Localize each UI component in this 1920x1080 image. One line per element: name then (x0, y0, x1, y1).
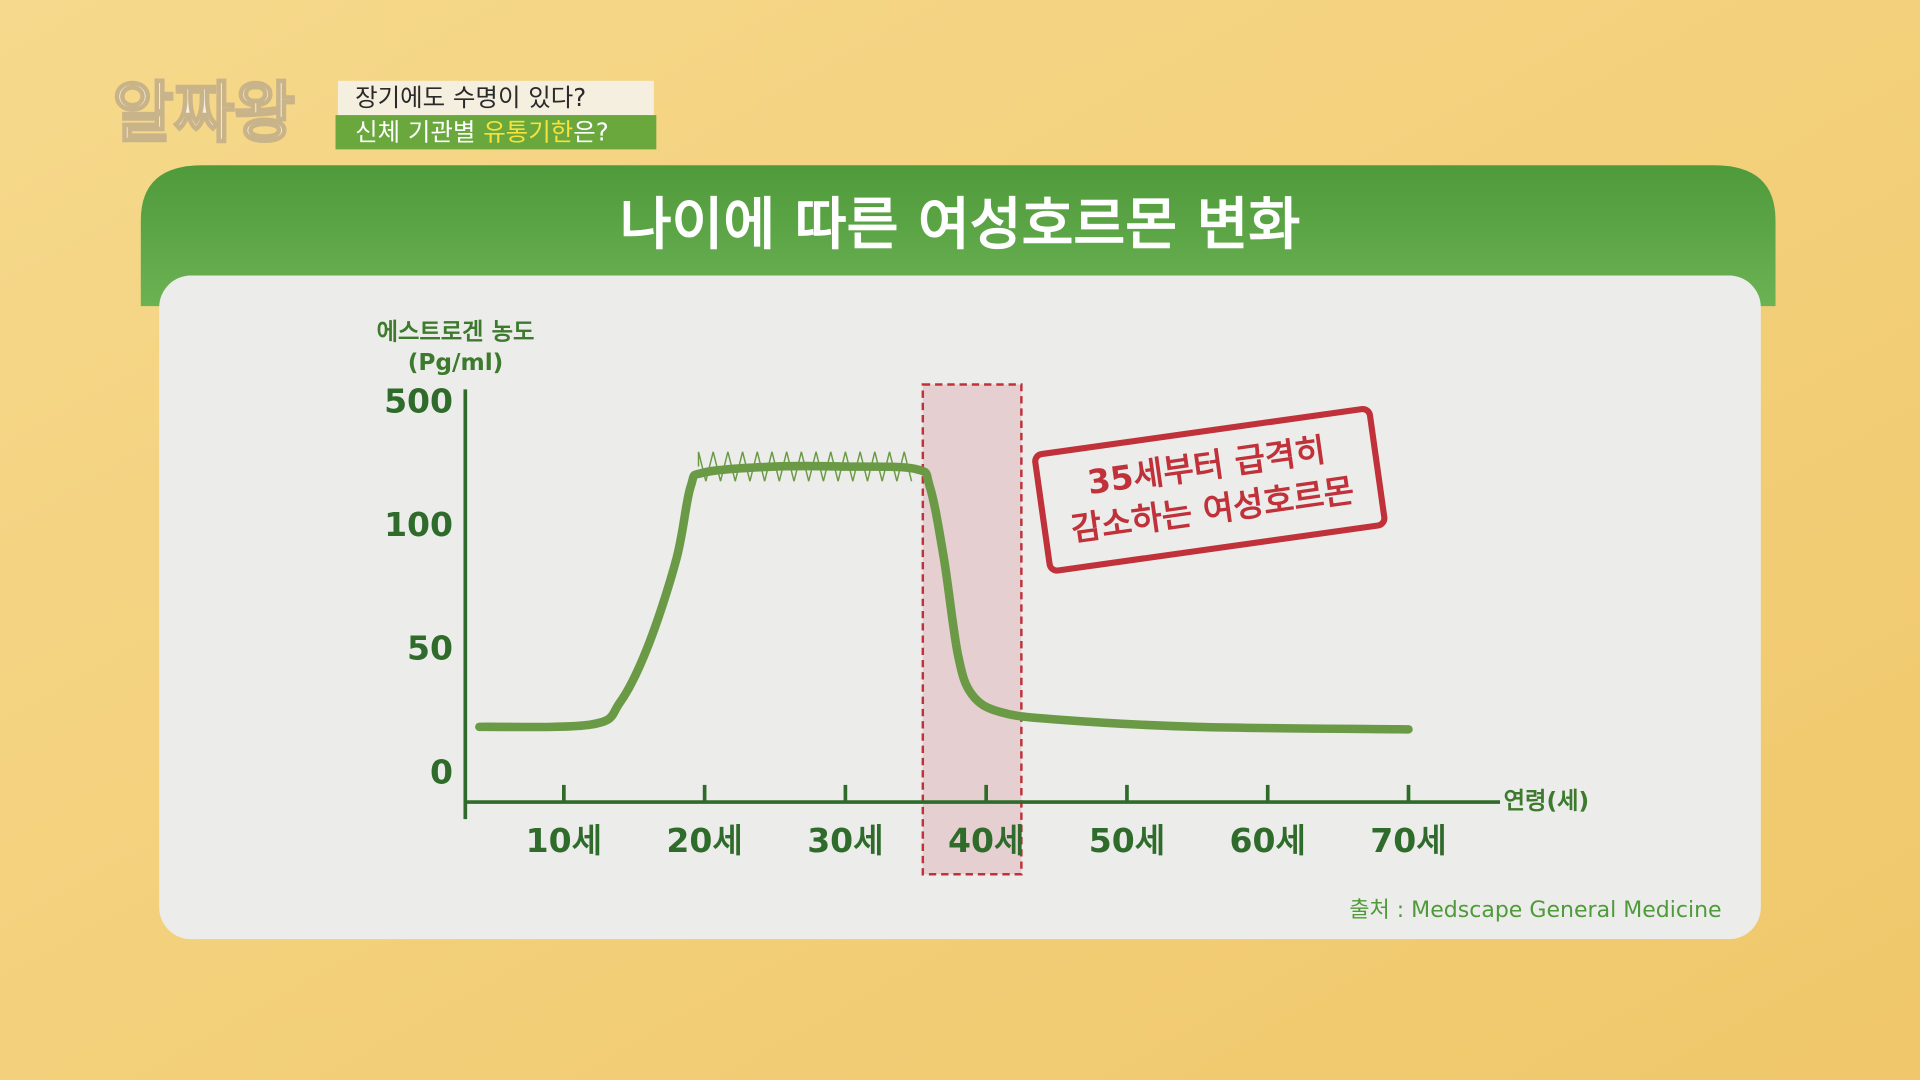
title-bar (140, 165, 1776, 307)
banner-top (337, 80, 654, 116)
x-tick-label: 20세 (666, 821, 742, 860)
plot: 0 50 100 500 10세 20세 30세 40세 50세 60세 70세 (384, 381, 1500, 876)
x-tick-label: 40세 (948, 821, 1024, 860)
zigzag (697, 451, 913, 482)
y-tick-label: 100 (384, 505, 453, 544)
x-tick-label: 10세 (526, 821, 602, 860)
y-tick-label: 50 (407, 629, 453, 668)
x-tick-label: 60세 (1230, 821, 1306, 860)
x-axis-label: 연령(세) (1504, 788, 1589, 815)
highlight-band (921, 383, 1023, 876)
x-tick-label: 50세 (1089, 821, 1165, 860)
y-axis-label: 에스트로겐 농도 (377, 319, 535, 346)
banner-part: 은? (573, 117, 609, 146)
y-tick-label: 0 (430, 752, 453, 791)
banner-line2: 신체 기관별 유통기한은? (355, 117, 609, 146)
banner-line1: 장기에도 수명이 있다? (355, 83, 586, 112)
logo: 알짜왕 (113, 75, 295, 152)
source: 출처 : Medscape General Medicine (1349, 898, 1721, 923)
banner-part: 유통기한 (483, 117, 573, 146)
banner-part: 신체 기관별 (355, 117, 483, 146)
chart-panel (159, 275, 1761, 940)
chart-title: 나이에 따른 여성호르몬 변화 (620, 192, 1301, 257)
x-tick-label: 70세 (1370, 821, 1446, 860)
y-axis-label: (Pg/ml) (408, 349, 504, 376)
stamp-border (1032, 405, 1388, 574)
y-tick-label: 500 (384, 381, 453, 420)
x-tick-label: 30세 (807, 821, 883, 860)
line (475, 461, 1413, 734)
banner-bottom (335, 115, 657, 150)
